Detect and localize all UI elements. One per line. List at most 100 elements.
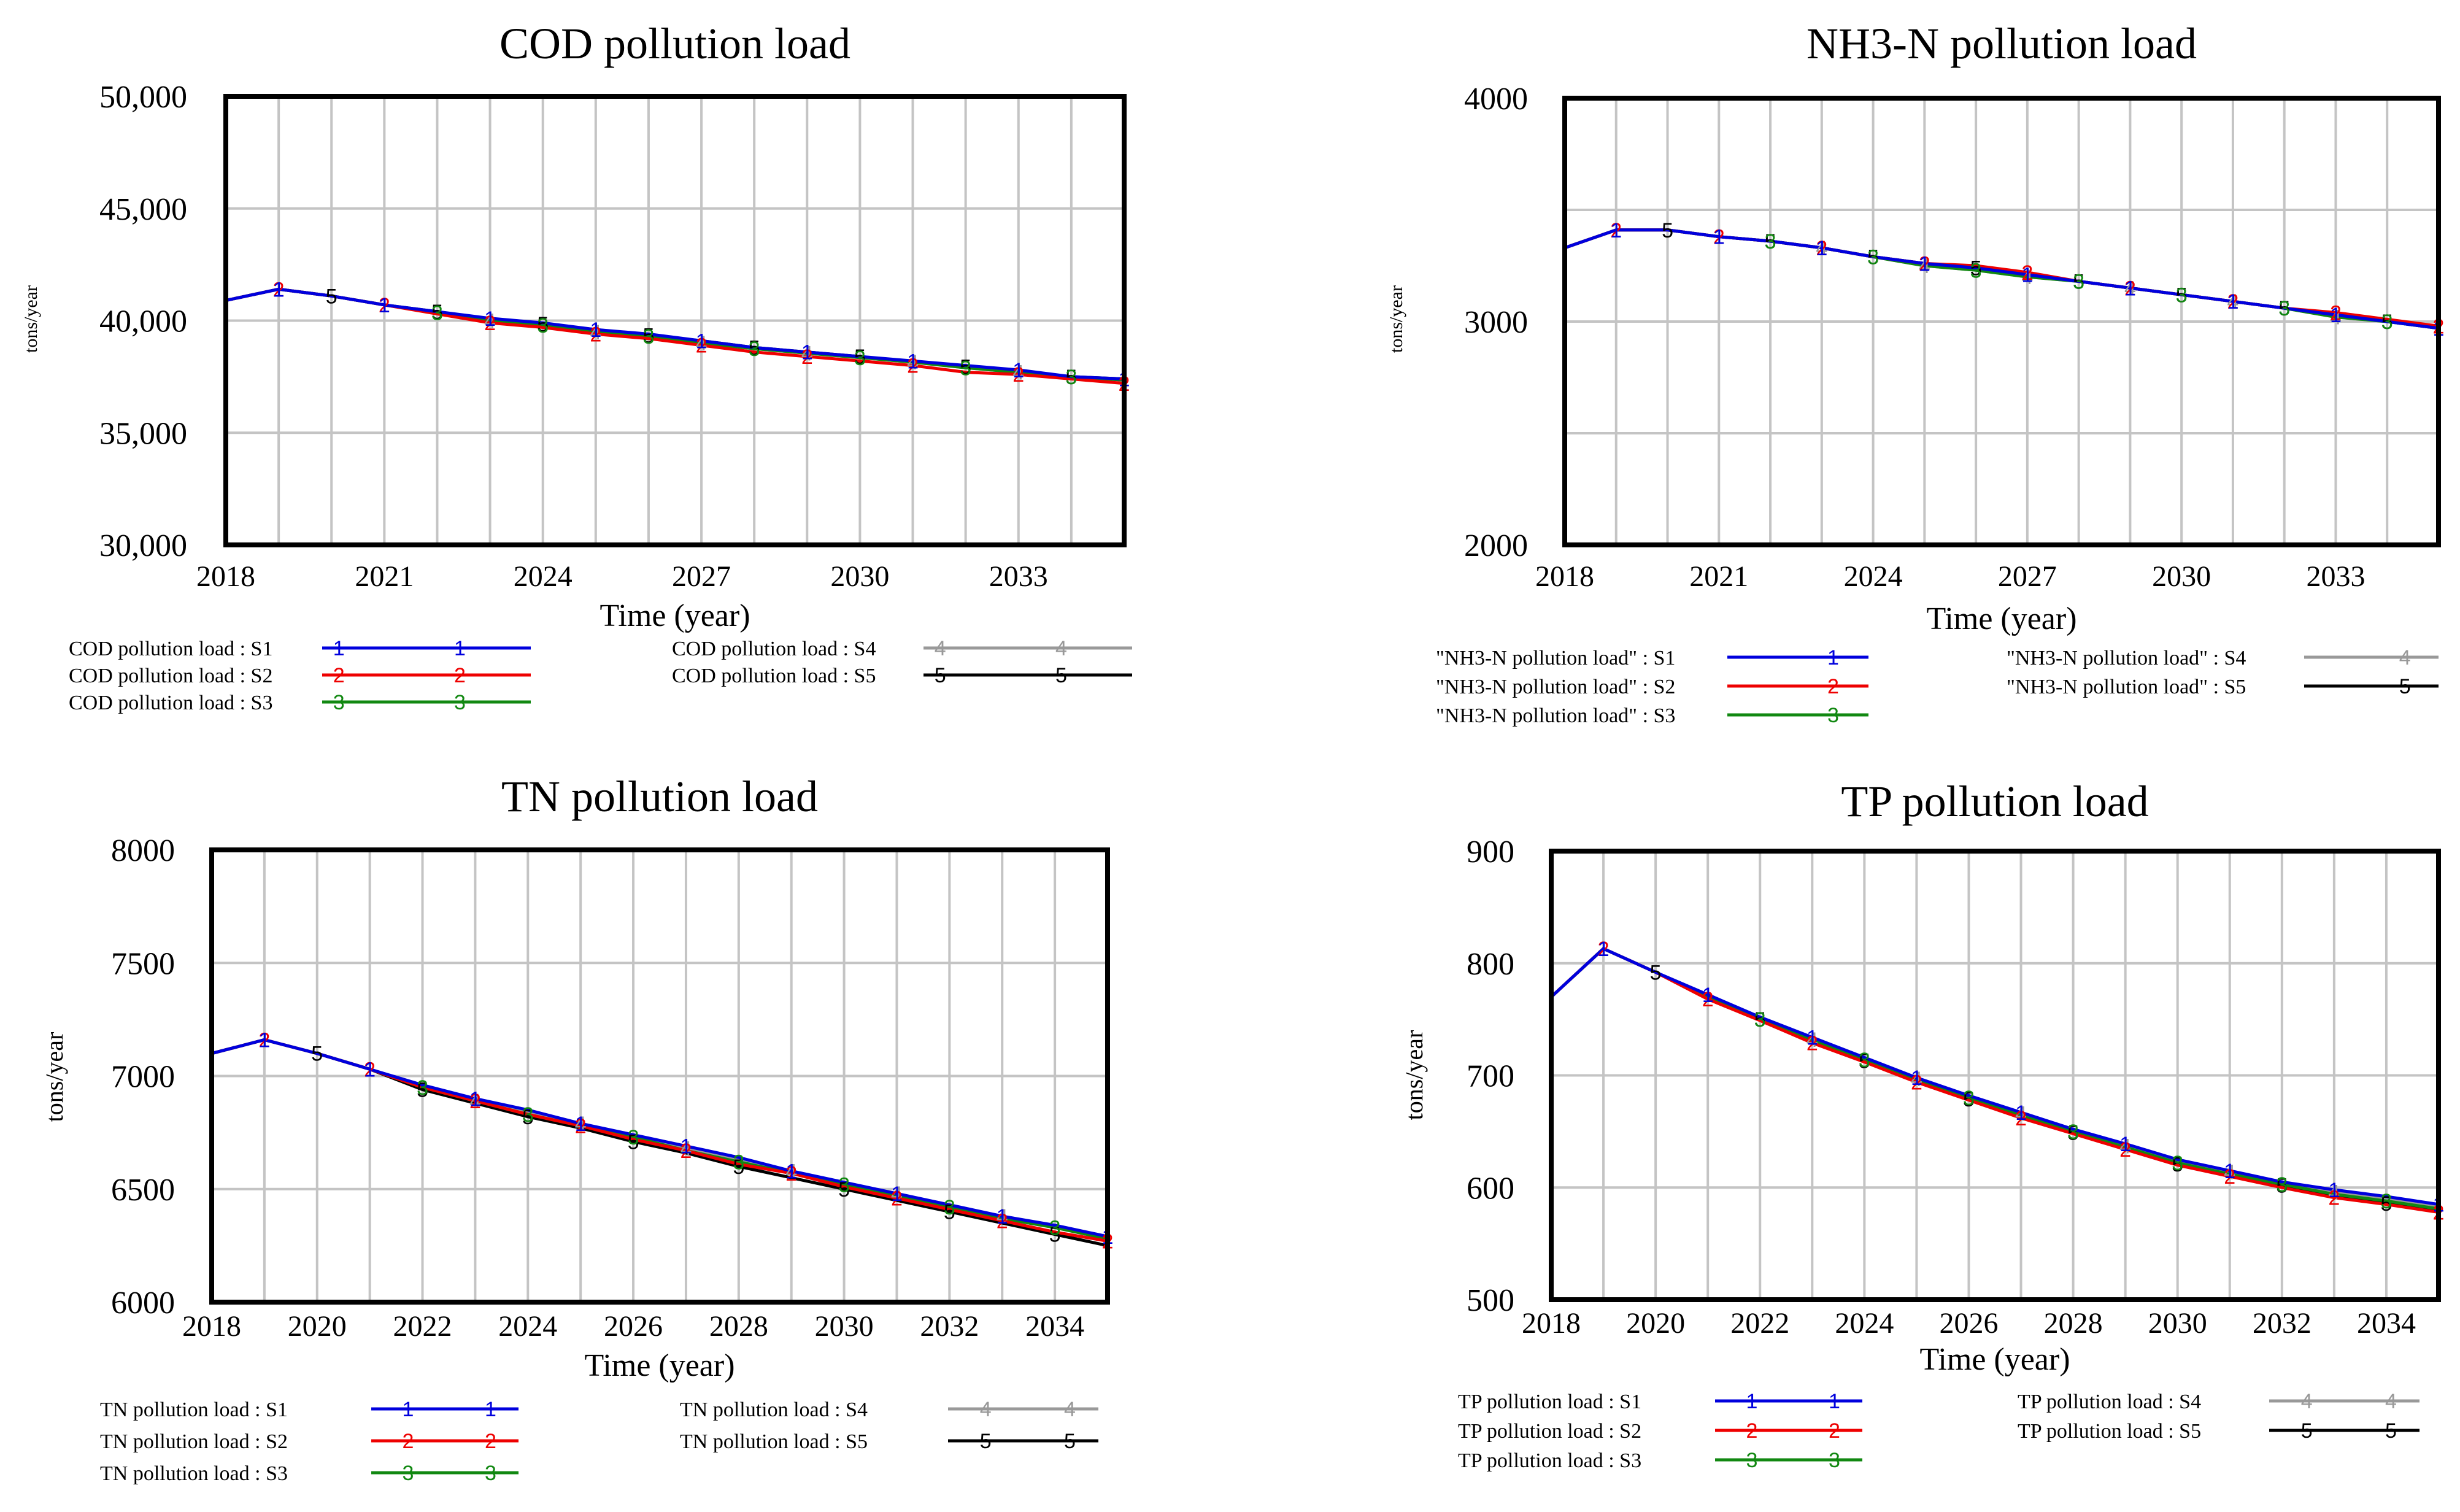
x-tick-label: 2018 [1535,560,1594,593]
x-axis-label: Time (year) [600,598,750,633]
series-marker-s2: 2 [379,294,390,317]
series-marker-s3: 3 [2276,1173,2288,1197]
series-marker-s3: 3 [1970,259,1982,282]
series-marker-s2: 2 [2119,1138,2131,1162]
series-marker-s4: 4 [907,351,919,374]
series-line-s3 [1550,947,2439,1211]
series-marker-s2: 2 [1806,1032,1818,1055]
series-marker-s4: 4 [997,1205,1008,1228]
legend-marker-s3: 3 [403,1462,414,1485]
series-marker-s3: 3 [944,1196,955,1219]
legend-marker-s1: 1 [485,1398,496,1421]
y-tick-label: 600 [1467,1171,1514,1206]
x-tick-label: 2021 [355,560,414,593]
series-marker-s5: 5 [1859,1050,1870,1073]
y-tick-label: 6500 [111,1173,175,1208]
series-marker-s2: 2 [1702,988,1714,1011]
series-line-s2 [1550,947,2439,1214]
series-marker-s2: 2 [469,1090,481,1113]
series-marker-s1: 1 [891,1182,903,1206]
legend-marker-s5: 5 [2399,675,2411,698]
x-tick-label: 2028 [2044,1307,2103,1340]
legend-label-s4: TN pollution load : S4 [680,1398,868,1421]
series-marker-s5: 5 [749,336,760,360]
legend-label-s4: TP pollution load : S4 [2018,1390,2201,1413]
series-marker-s2: 2 [364,1058,376,1081]
series-marker-s4: 4 [575,1113,587,1136]
legend: "NH3-N pollution load" : S1 1 "NH3-N pollu… [1436,646,2439,727]
series-marker-s4: 4 [1919,255,1930,278]
series-marker-s2: 2 [258,1029,270,1052]
series-line-s5 [225,287,1125,380]
x-tick-label: 2024 [1844,560,1903,593]
x-tick-label: 2028 [709,1310,768,1343]
series-marker-s3: 3 [838,1173,850,1197]
series-marker-s5: 5 [431,301,443,324]
y-tick-label: 6000 [111,1286,175,1321]
series-marker-s4: 4 [2328,1181,2340,1205]
series-marker-s1: 1 [1012,359,1024,382]
series-marker-s2: 2 [2015,1107,2027,1130]
series-marker-s2: 2 [2224,1165,2235,1189]
series-marker-s4: 4 [2119,1135,2131,1159]
legend-marker-s2: 2 [454,664,466,687]
x-tick-label: 2022 [393,1310,452,1343]
legend-marker-s4: 4 [935,637,946,660]
plot-frame [223,94,1127,547]
series-marker-s4: 4 [1911,1068,1922,1091]
series-marker-s3: 3 [431,302,443,325]
chart-title: TN pollution load [501,772,818,821]
series-marker-s5: 5 [960,355,971,379]
series-marker-s1: 1 [258,1029,270,1052]
series-marker-s1: 1 [785,1160,797,1183]
series-marker-s3: 3 [2067,1120,2079,1144]
series-marker-s3: 3 [2380,1190,2392,1213]
y-tick-label: 3000 [1464,305,1528,340]
x-tick-label: 2034 [1025,1310,1084,1343]
series-marker-s1: 1 [1911,1066,1922,1090]
legend-label-s1: "NH3-N pollution load" : S1 [1436,647,1675,669]
x-axis-label: Time (year) [1919,1342,2070,1377]
series-marker-s4: 4 [2021,266,2033,289]
legend-marker-s5: 5 [2385,1419,2397,1443]
y-tick-label: 800 [1467,947,1514,982]
series-marker-s1: 1 [2227,290,2238,314]
legend-marker-s5: 5 [935,664,946,687]
series-marker-s1: 1 [2330,304,2342,327]
legend-marker-s3: 3 [454,691,466,714]
series-line-s1 [1550,947,2439,1206]
series-marker-s5: 5 [628,1130,639,1154]
x-tick-label: 2034 [2357,1307,2416,1340]
legend-label-s5: TP pollution load : S5 [2018,1420,2201,1443]
series-marker-s2: 2 [484,312,496,335]
series-marker-s1: 1 [379,294,390,317]
series-marker-s1: 1 [1713,226,1725,249]
legend-marker-s2: 2 [1829,1419,1840,1443]
legend-label-s4: "NH3-N pollution load" : S4 [2007,647,2246,669]
series-marker-s1: 1 [575,1113,587,1136]
series-marker-s5: 5 [1970,257,1982,280]
series-marker-s4: 4 [2330,306,2342,330]
series-marker-s2: 2 [997,1209,1008,1233]
series-marker-s2: 2 [680,1140,692,1163]
series-marker-s5: 5 [733,1155,744,1179]
series-marker-s1: 1 [907,350,919,373]
x-tick-label: 2024 [498,1310,557,1343]
series-marker-s1: 1 [1806,1026,1818,1049]
legend-label-s5: "NH3-N pollution load" : S5 [2007,676,2246,698]
series-marker-s5: 5 [1065,366,1077,389]
series-marker-s2: 2 [1919,252,1930,276]
legend: TP pollution load : S1 1 1 TP pollution loa… [1458,1390,2420,1472]
y-tick-label: 7000 [111,1060,175,1095]
series-marker-s2: 2 [907,355,919,378]
series-marker-s1: 1 [273,278,285,301]
series-marker-s3: 3 [2381,310,2393,334]
series-marker-s2: 2 [891,1187,903,1210]
plot-frame [1562,96,2441,547]
x-axis-label: Time (year) [1926,601,2076,636]
series-marker-s2: 2 [2328,1187,2340,1210]
series-marker-s4: 4 [696,332,708,355]
chart-title: NH3-N pollution load [1806,19,2197,68]
series-marker-s5: 5 [2381,310,2393,334]
legend-marker-s5: 5 [1064,1430,1076,1453]
